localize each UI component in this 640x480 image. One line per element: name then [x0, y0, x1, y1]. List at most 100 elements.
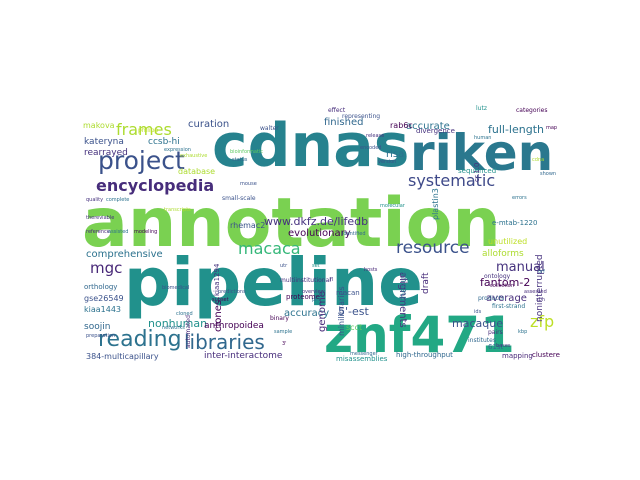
cloud-word: errors — [512, 195, 527, 201]
cloud-word: ids — [474, 309, 482, 315]
cloud-word: unutilized — [488, 237, 528, 246]
cloud-word: proteome — [286, 293, 320, 301]
cloud-word: curation — [188, 119, 230, 130]
cloud-word: macaca — [238, 239, 301, 258]
cloud-word: cdnas — [212, 111, 410, 181]
cloud-word: products — [478, 295, 505, 302]
cloud-word: human — [474, 135, 492, 141]
cloud-word: encoded — [360, 145, 382, 151]
cloud-word: cr.1.0 — [473, 162, 481, 182]
cloud-word: sequenced — [458, 167, 497, 175]
cloud-word: sbh — [536, 297, 545, 303]
cloud-word: bases — [496, 343, 511, 349]
cloud-word: clustered — [532, 351, 560, 359]
cloud-word: status — [232, 157, 248, 163]
cloud-word: binary — [270, 315, 289, 322]
cloud-word: encyclopedia — [96, 176, 215, 195]
cloud-word: accuracy — [284, 308, 330, 319]
cloud-word: reference — [86, 229, 110, 235]
cloud-word: expression — [164, 147, 191, 153]
cloud-word: bioinformatic — [230, 149, 264, 155]
cloud-word: version — [378, 159, 397, 165]
cloud-word: divergence — [416, 127, 455, 135]
cloud-word: shown — [540, 171, 557, 177]
cloud-word: overview — [302, 289, 325, 295]
cloud-word: finished — [324, 117, 364, 128]
cloud-word: ontology — [484, 273, 511, 280]
cloud-word: draft — [421, 272, 431, 294]
cloud-word: rab6c — [390, 121, 413, 130]
cloud-word: 384-multicapillary — [86, 352, 159, 361]
cloud-word: soojin — [84, 322, 111, 332]
cloud-word: manual — [496, 260, 545, 275]
cloud-word: database — [178, 167, 216, 176]
cloud-word: macan — [336, 289, 360, 297]
cloud-word: rearrayed — [84, 148, 128, 158]
cloud-word: misassemblies — [336, 355, 388, 363]
cloud-word: utr — [280, 263, 288, 269]
cloud-word: comprehensive — [86, 249, 163, 260]
cloud-word: small-scale — [222, 195, 256, 202]
cloud-word: libraries — [184, 330, 265, 354]
cloud-word: automated — [185, 315, 192, 348]
cloud-word: macaque — [452, 317, 503, 330]
cloud-word: kbp — [518, 329, 528, 335]
cloud-word: average — [486, 293, 527, 304]
cloud-word: map — [546, 125, 558, 131]
cloud-word: biomedical — [162, 285, 190, 291]
cloud-word: philipp — [138, 127, 159, 134]
cloud-word: project — [98, 146, 185, 175]
cloud-word: mapping — [502, 352, 533, 360]
cloud-word: annotation — [82, 184, 501, 263]
cloud-word: release — [366, 133, 385, 139]
cloud-word: riken — [410, 124, 554, 182]
cloud-word: inter-interactome — [204, 351, 283, 361]
cloud-word: complete — [106, 197, 130, 203]
cloud-word: alloforms — [482, 249, 524, 259]
cloud-word: first-strand — [492, 303, 526, 310]
cloud-word: networks — [162, 325, 185, 331]
cloud-word: set — [312, 263, 320, 269]
cloud-word: sample — [274, 329, 293, 335]
cloud-word: categories — [516, 107, 548, 114]
cloud-word: systematic — [408, 171, 496, 190]
cloud-word: effect — [328, 107, 346, 114]
cloud-word: thereviable — [86, 215, 115, 221]
cloud-word: molecular — [380, 203, 405, 209]
cloud-word: www.dkfz.de/lifedb — [264, 215, 369, 228]
cloud-word: rhemac2 — [230, 221, 266, 230]
cloud-word: mouse — [240, 181, 257, 187]
cloud-word: 3' — [282, 341, 287, 347]
cloud-word: collection — [490, 283, 514, 289]
cloud-word: exhaustive — [180, 153, 208, 159]
cloud-word: subset — [212, 297, 229, 303]
cloud-word: evolutionary — [288, 228, 351, 239]
cloud-word: cloned — [176, 311, 193, 317]
cloud-word: zfp — [530, 312, 555, 331]
cloud-word: predictions — [218, 289, 246, 295]
cloud-word: kateryna — [84, 137, 124, 147]
cloud-word: scct — [346, 323, 363, 332]
cloud-word: assessed — [524, 289, 547, 295]
cloud-word: pairs — [488, 329, 503, 336]
cloud-word: full-length — [488, 123, 544, 136]
cloud-word: znf471 — [324, 306, 515, 364]
cloud-word: gse26549 — [84, 294, 124, 303]
cloud-word: representing — [342, 113, 381, 120]
cloud-word: quality — [86, 197, 104, 203]
cloud-word: lutz — [476, 105, 487, 112]
cloud-word: reading — [98, 327, 182, 352]
cloud-word: high-throughput — [396, 351, 453, 359]
cloud-word: hosts — [364, 267, 378, 273]
cloud-word: nonhuman — [148, 317, 208, 330]
cloud-word: walter — [260, 125, 279, 132]
cloud-word: mgc — [90, 259, 123, 277]
cloud-word: fantom-2 — [480, 276, 531, 289]
cloud-word: messenger — [350, 351, 378, 357]
cloud-word: pipeline — [124, 244, 423, 321]
word-cloud: annotation pipeline cdnas riken znf471 p… — [80, 98, 560, 368]
cloud-word: ccsb-hi — [148, 137, 180, 147]
cloud-word: multiinstitutional — [280, 277, 331, 284]
cloud-word: 61st — [488, 343, 504, 351]
cloud-word: fl — [330, 277, 334, 283]
